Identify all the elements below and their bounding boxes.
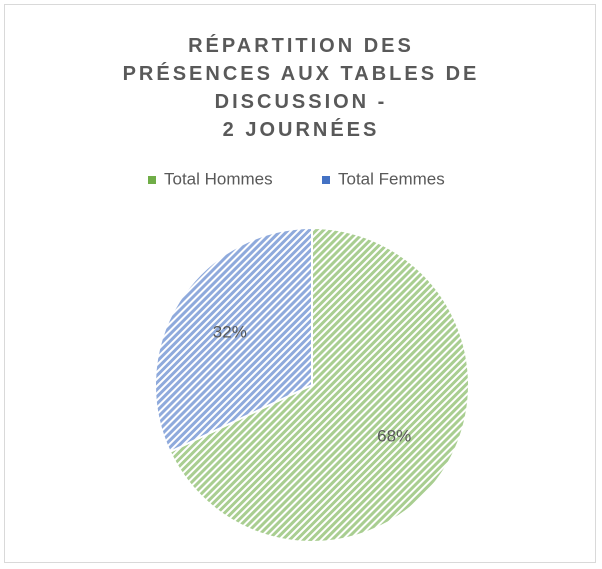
data-label: 32%	[213, 322, 247, 341]
legend-swatch	[148, 176, 156, 184]
pie-slice	[154, 226, 313, 454]
legend-label: Total Hommes	[164, 169, 273, 188]
chart-frame	[4, 4, 596, 563]
pie-slice	[168, 226, 470, 543]
legend-swatch	[322, 176, 330, 184]
chart-title: RÉPARTITION DES PRÉSENCES AUX TABLES DE …	[122, 35, 480, 141]
legend-label: Total Femmes	[338, 169, 445, 188]
data-label: 68%	[377, 427, 411, 446]
